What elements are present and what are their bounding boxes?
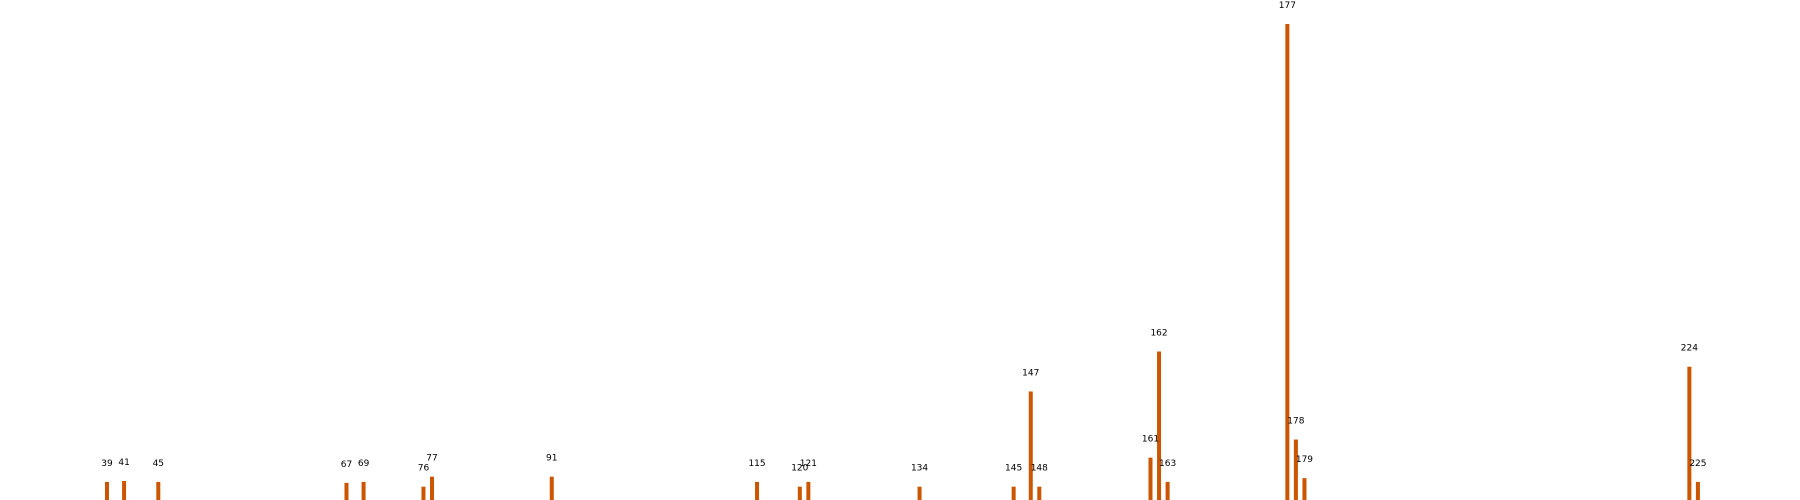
peak-bar-177	[1285, 24, 1290, 500]
peak-bar-224	[1687, 366, 1692, 500]
peak-label-224: 224	[1681, 344, 1698, 354]
peak-bar-67	[344, 482, 349, 500]
peak-bar-225	[1695, 481, 1700, 500]
peak-bar-76	[421, 486, 426, 500]
peak-bar-163	[1165, 481, 1170, 500]
peak-label-67: 67	[341, 460, 352, 470]
peak-label-120: 120	[791, 464, 808, 474]
peak-label-69: 69	[358, 459, 370, 469]
peak-bar-120	[797, 486, 802, 500]
peak-bar-121	[806, 481, 811, 500]
peak-label-179: 179	[1296, 455, 1313, 465]
peak-label-76: 76	[418, 464, 430, 474]
peak-label-91: 91	[546, 454, 557, 464]
peak-bar-148	[1037, 486, 1042, 500]
peak-bar-162	[1157, 351, 1162, 500]
peak-bar-41	[122, 480, 127, 500]
peak-label-41: 41	[118, 458, 129, 468]
peak-label-145: 145	[1005, 464, 1022, 474]
peak-label-177: 177	[1279, 1, 1296, 11]
peak-label-121: 121	[800, 459, 817, 469]
peak-bars	[104, 24, 1700, 500]
peak-bar-77	[430, 476, 435, 500]
peak-label-39: 39	[101, 459, 113, 469]
peak-label-77: 77	[426, 454, 437, 464]
peak-bar-39	[104, 481, 109, 500]
peak-bar-134	[917, 486, 922, 500]
peak-label-147: 147	[1022, 368, 1039, 378]
peak-label-163: 163	[1159, 459, 1176, 469]
peak-bar-179	[1302, 478, 1307, 500]
peak-label-162: 162	[1150, 328, 1167, 338]
peak-label-148: 148	[1031, 464, 1048, 474]
peak-bar-69	[361, 481, 366, 500]
peak-label-134: 134	[911, 464, 928, 474]
peak-bar-145	[1011, 486, 1016, 500]
peak-label-115: 115	[748, 459, 765, 469]
peak-label-178: 178	[1287, 417, 1304, 427]
peak-bar-45	[156, 481, 161, 500]
peak-label-45: 45	[153, 459, 164, 469]
peak-bar-161	[1148, 457, 1153, 500]
peak-label-161: 161	[1142, 435, 1159, 445]
peak-bar-147	[1028, 391, 1033, 500]
peak-label-225: 225	[1689, 459, 1706, 469]
peak-bar-91	[549, 476, 554, 500]
peak-bar-178	[1293, 439, 1298, 500]
peak-bar-115	[755, 481, 760, 500]
